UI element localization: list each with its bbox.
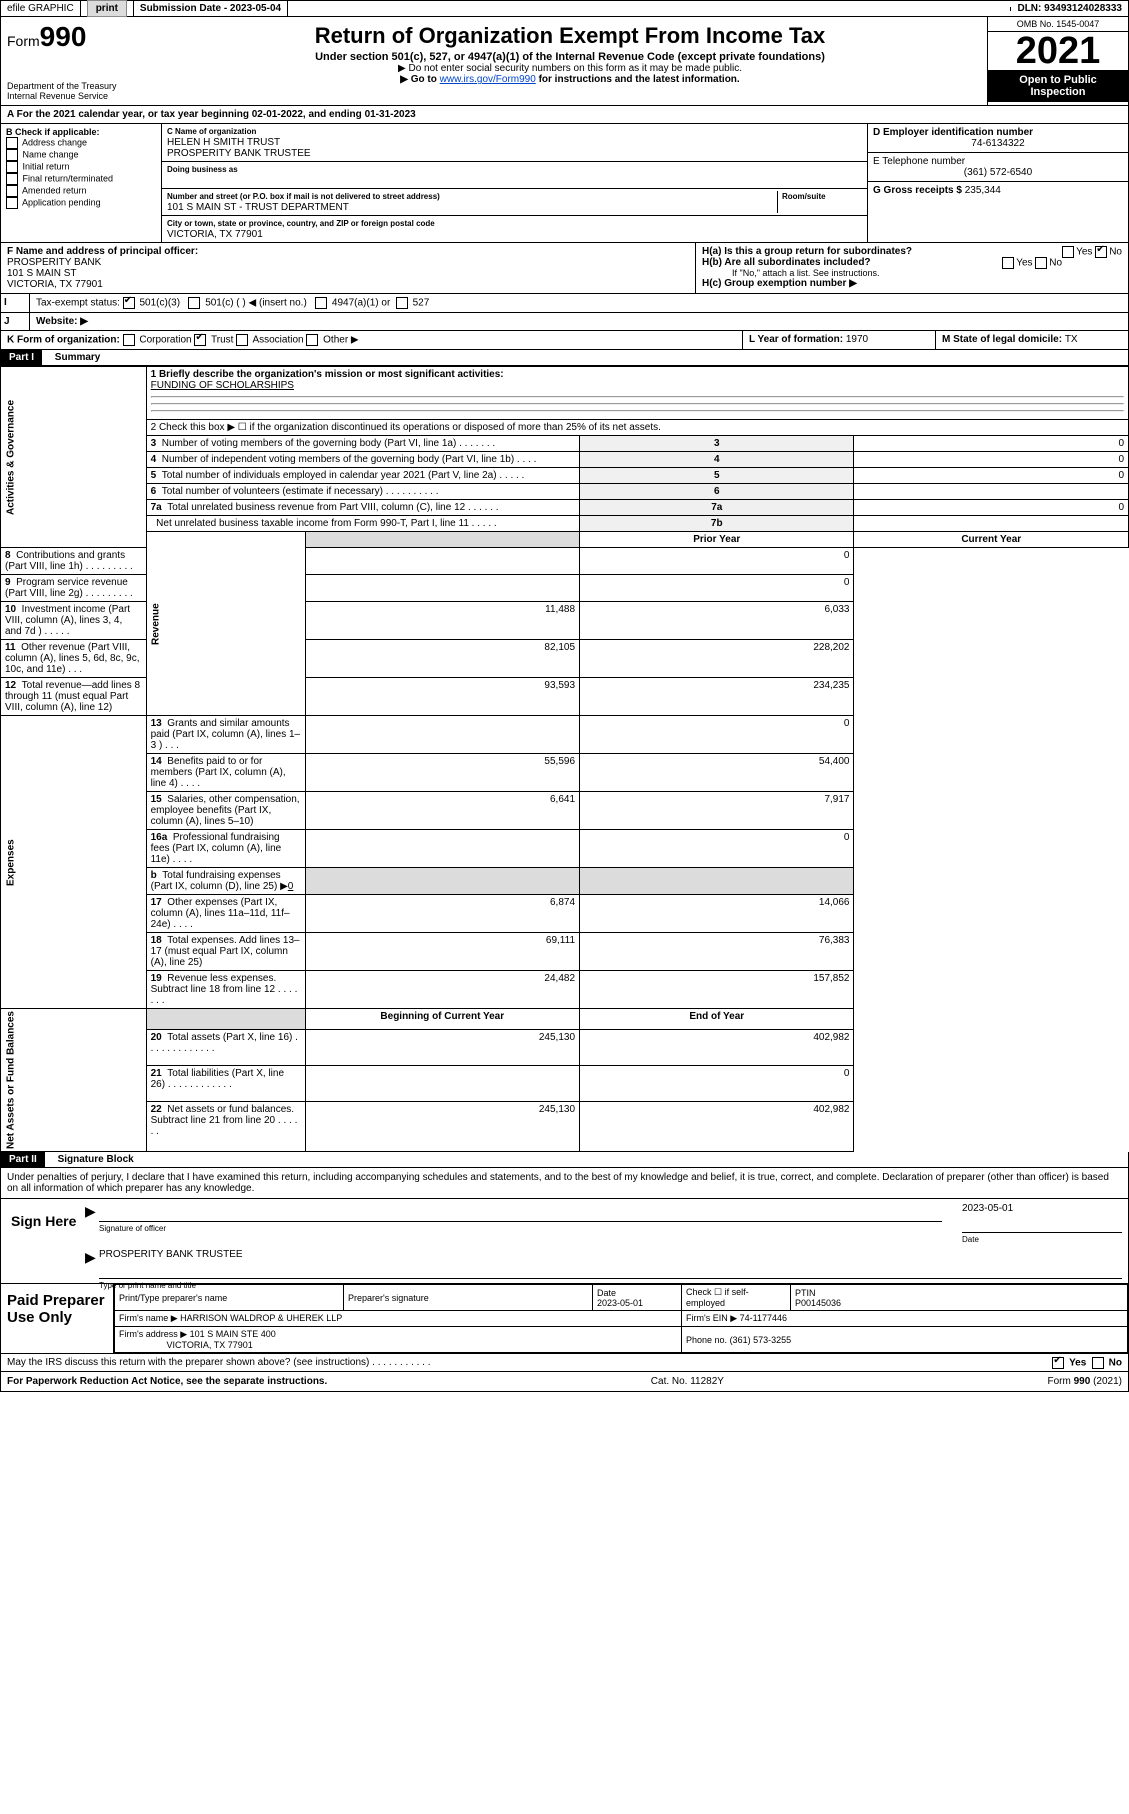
summary-table: Activities & Governance 1 Briefly descri…: [0, 366, 1129, 1152]
gross-receipts: 235,344: [965, 185, 1001, 196]
page-footer: For Paperwork Reduction Act Notice, see …: [0, 1372, 1129, 1392]
discuss-yes[interactable]: [1052, 1357, 1064, 1369]
cb-amended[interactable]: [6, 185, 18, 197]
irs-discuss: May the IRS discuss this return with the…: [0, 1354, 1129, 1372]
form-number: 990: [40, 21, 87, 52]
firm-addr1: 101 S MAIN STE 400: [190, 1329, 276, 1339]
table-row: 13 Grants and similar amounts paid (Part…: [1, 716, 1129, 754]
cb-527[interactable]: [396, 297, 408, 309]
table-row: 18 Total expenses. Add lines 13–17 (must…: [1, 933, 1129, 971]
table-row: b Total fundraising expenses (Part IX, c…: [1, 868, 1129, 895]
hb-yes[interactable]: [1002, 257, 1014, 269]
table-row: 19 Revenue less expenses. Subtract line …: [1, 971, 1129, 1009]
efile-label: efile GRAPHIC: [1, 1, 81, 16]
table-row: 4 Number of independent voting members o…: [1, 452, 1129, 468]
city-state-zip: VICTORIA, TX 77901: [167, 229, 263, 240]
firm-name: HARRISON WALDROP & UHEREK LLP: [180, 1313, 342, 1323]
table-row: 6 Total number of volunteers (estimate i…: [1, 484, 1129, 500]
submission-label: Submission Date -: [140, 3, 230, 14]
cb-initial-return[interactable]: [6, 161, 18, 173]
preparer-date: 2023-05-01: [597, 1298, 643, 1308]
officer-print-name: PROSPERITY BANK TRUSTEE: [99, 1249, 243, 1260]
line-j: J Website: ▶: [0, 313, 1129, 331]
public-inspection: Open to Public Inspection: [988, 70, 1128, 102]
ein: 74-6134322: [873, 138, 1123, 149]
side-net: Net Assets or Fund Balances: [1, 1009, 147, 1152]
cb-assoc[interactable]: [236, 334, 248, 346]
submission-date: 2023-05-04: [230, 3, 281, 14]
street-address: 101 S MAIN ST - TRUST DEPARTMENT: [167, 202, 349, 213]
cb-final-return[interactable]: [6, 173, 18, 185]
state-domicile: TX: [1065, 334, 1078, 345]
instructions-link[interactable]: www.irs.gov/Form990: [440, 74, 536, 85]
sign-date: 2023-05-01: [962, 1203, 1013, 1214]
form-subtitle: Under section 501(c), 527, or 4947(a)(1)…: [157, 51, 983, 63]
cb-501c[interactable]: [188, 297, 200, 309]
line-a: A For the 2021 calendar year, or tax yea…: [0, 106, 1129, 124]
table-row: 22 Net assets or fund balances. Subtract…: [1, 1101, 1129, 1151]
paid-preparer-block: Paid Preparer Use Only Print/Type prepar…: [0, 1284, 1129, 1354]
table-row: 17 Other expenses (Part IX, column (A), …: [1, 895, 1129, 933]
perjury-statement: Under penalties of perjury, I declare th…: [0, 1168, 1129, 1199]
table-row: Net unrelated business taxable income fr…: [1, 516, 1129, 532]
firm-addr2: VICTORIA, TX 77901: [167, 1340, 253, 1350]
ptin: P00145036: [795, 1298, 841, 1308]
tax-year: 2021: [988, 32, 1128, 70]
side-revenue: Revenue: [146, 532, 305, 716]
table-row: 14 Benefits paid to or for members (Part…: [1, 754, 1129, 792]
side-expenses: Expenses: [1, 716, 147, 1009]
arrow-icon: ▶: [85, 1203, 99, 1233]
block-fh: F Name and address of principal officer:…: [0, 243, 1129, 294]
org-name-2: PROSPERITY BANK TRUSTEE: [167, 148, 311, 159]
dln: DLN: 93493124028333: [1011, 1, 1128, 16]
hb-no[interactable]: [1035, 257, 1047, 269]
cb-address-change[interactable]: [6, 137, 18, 149]
table-row: 20 Total assets (Part X, line 16) . . . …: [1, 1030, 1129, 1066]
sign-here-block: Sign Here ▶ Signature of officer 2023-05…: [0, 1199, 1129, 1284]
print-button[interactable]: print: [87, 0, 127, 17]
part-ii-header: Part II Signature Block: [0, 1152, 1129, 1168]
table-row: 21 Total liabilities (Part X, line 26) .…: [1, 1065, 1129, 1101]
form-header: Form990 Department of the Treasury Inter…: [0, 17, 1129, 106]
line-i: I Tax-exempt status: 501(c)(3) 501(c) ( …: [0, 294, 1129, 313]
cb-name-change[interactable]: [6, 149, 18, 161]
telephone: (361) 572-6540: [873, 167, 1123, 178]
cb-501c3[interactable]: [123, 297, 135, 309]
note-goto: ▶ Go to: [400, 74, 439, 85]
table-row: 15 Salaries, other compensation, employe…: [1, 792, 1129, 830]
note-ssn: ▶ Do not enter social security numbers o…: [157, 63, 983, 74]
section-deg: D Employer identification number74-61343…: [867, 124, 1128, 242]
line-klm: K Form of organization: Corporation Trus…: [0, 331, 1129, 350]
block-bcd: B Check if applicable: Address change Na…: [0, 124, 1129, 243]
cb-trust[interactable]: [194, 334, 206, 346]
ha-yes[interactable]: [1062, 246, 1074, 258]
table-row: 16a Professional fundraising fees (Part …: [1, 830, 1129, 868]
side-governance: Activities & Governance: [1, 367, 147, 548]
irs: Internal Revenue Service: [7, 91, 147, 101]
form-word: Form: [7, 33, 40, 49]
table-row: 5 Total number of individuals employed i…: [1, 468, 1129, 484]
form-title: Return of Organization Exempt From Incom…: [157, 23, 983, 49]
org-name-1: HELEN H SMITH TRUST: [167, 137, 280, 148]
year-formation: 1970: [846, 334, 868, 345]
section-c: C Name of organization HELEN H SMITH TRU…: [162, 124, 867, 242]
note-goto2: for instructions and the latest informat…: [536, 74, 740, 85]
cb-4947[interactable]: [315, 297, 327, 309]
officer-name: PROSPERITY BANK: [7, 257, 101, 268]
part-i-header: Part I Summary: [0, 350, 1129, 366]
topbar: efile GRAPHIC print Submission Date - 20…: [0, 0, 1129, 17]
firm-phone: (361) 573-3255: [730, 1335, 792, 1345]
table-row: 7a Total unrelated business revenue from…: [1, 500, 1129, 516]
mission: FUNDING OF SCHOLARSHIPS: [151, 380, 294, 391]
arrow-icon: ▶: [85, 1249, 99, 1279]
discuss-no[interactable]: [1092, 1357, 1104, 1369]
section-b: B Check if applicable: Address change Na…: [1, 124, 162, 242]
firm-ein: 74-1177446: [740, 1313, 787, 1323]
cb-application-pending[interactable]: [6, 197, 18, 209]
dept: Department of the Treasury: [7, 81, 147, 91]
cb-other[interactable]: [306, 334, 318, 346]
table-row: 3 Number of voting members of the govern…: [1, 436, 1129, 452]
cb-corp[interactable]: [123, 334, 135, 346]
ha-no[interactable]: [1095, 246, 1107, 258]
